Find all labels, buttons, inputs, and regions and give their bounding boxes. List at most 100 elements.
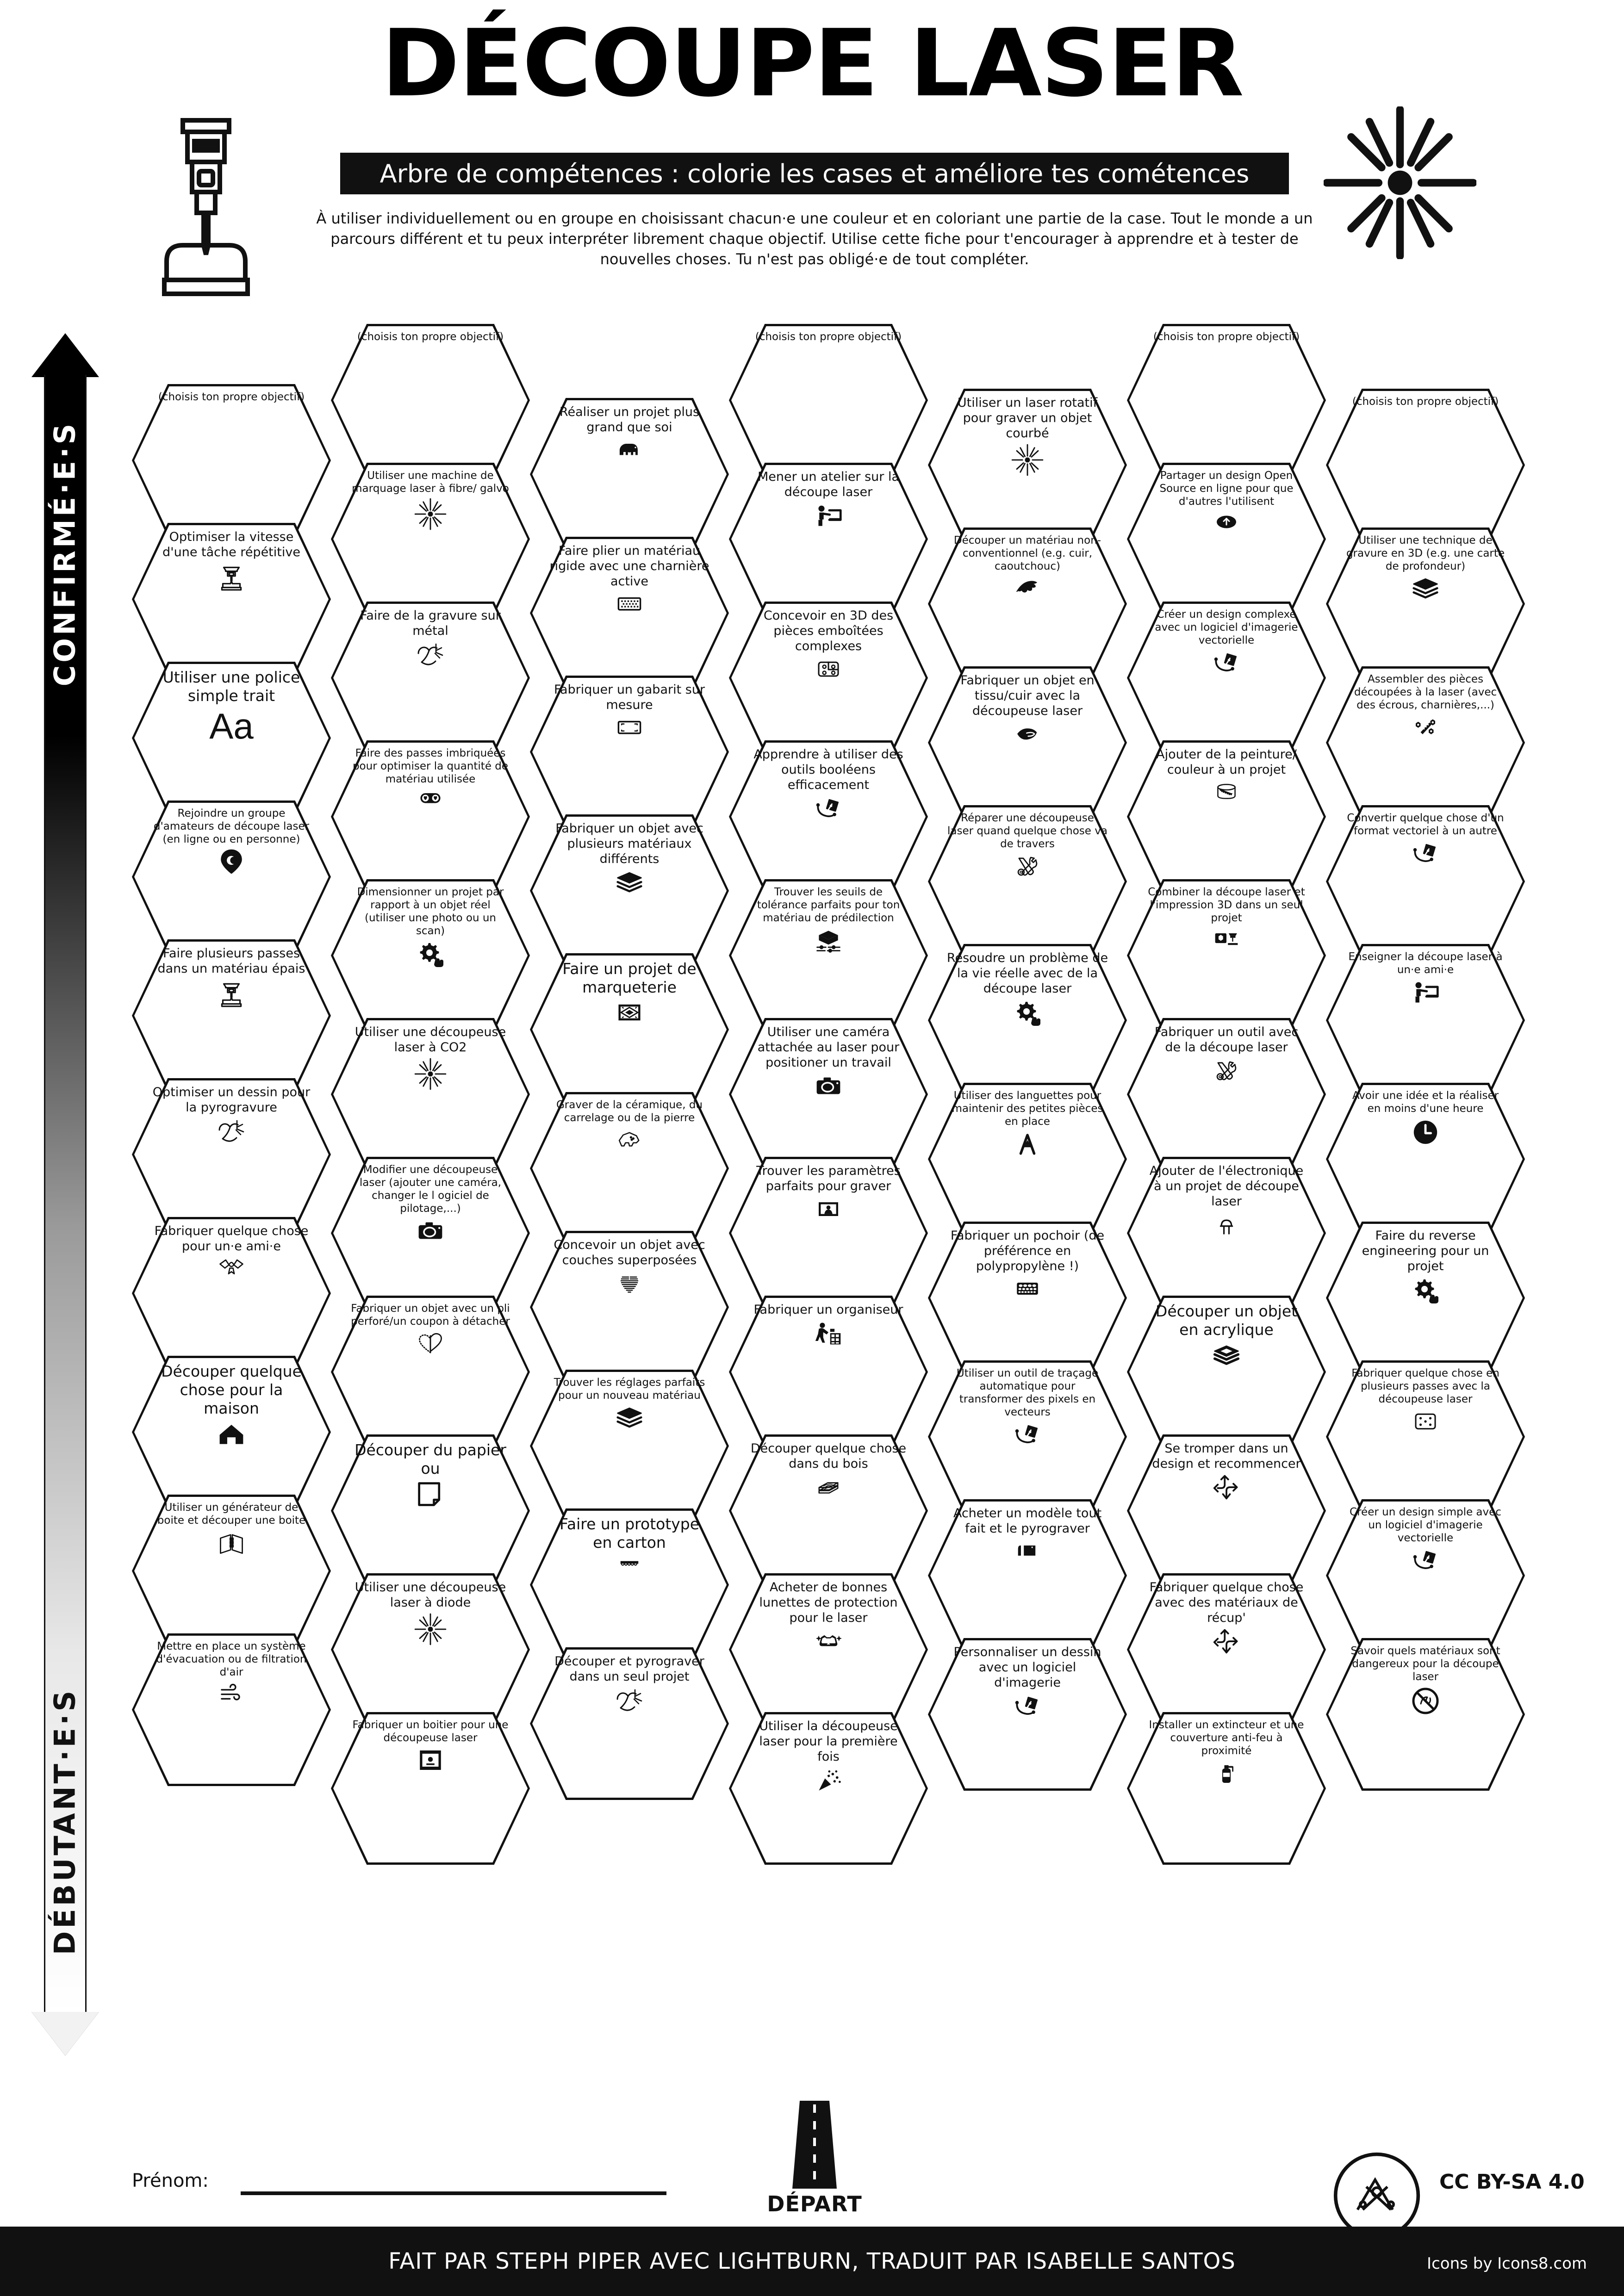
skill-hex[interactable]: Trouver les paramètres parfaits pour gra… bbox=[729, 1157, 928, 1309]
hex-fill bbox=[731, 1020, 926, 1168]
skill-hex[interactable]: Savoir quels matériaux sont dangereux po… bbox=[1326, 1638, 1525, 1791]
skill-hex[interactable]: Utiliser une découpeuse laser à CO2 bbox=[331, 1018, 530, 1171]
hex-fill bbox=[134, 1636, 329, 1784]
skill-label: Utiliser un laser rotatif pour graver un… bbox=[957, 396, 1098, 441]
skill-hex[interactable]: Résoudre un problème de la vie réelle av… bbox=[928, 944, 1127, 1097]
skill-hex[interactable]: Utiliser une caméra attachée au laser po… bbox=[729, 1018, 928, 1171]
skill-hex[interactable]: Trouver les seuils de tolérance parfaits… bbox=[729, 879, 928, 1032]
skill-hex[interactable]: Utiliser une découpeuse laser à diode bbox=[331, 1573, 530, 1726]
skill-hex[interactable]: Acheter de bonnes lunettes de protection… bbox=[729, 1573, 928, 1726]
gear-hand-icon bbox=[415, 940, 446, 970]
map-pin-moon-icon bbox=[218, 849, 244, 875]
hex-fill bbox=[532, 956, 727, 1104]
skill-hex[interactable]: Utiliser un générateur de boite et décou… bbox=[132, 1495, 331, 1647]
skill-hex[interactable]: Utiliser un outil de traçage automatique… bbox=[928, 1360, 1127, 1513]
skill-hex[interactable]: Fabriquer un objet en tissu/cuir avec la… bbox=[928, 666, 1127, 819]
skill-hex[interactable]: (choisis ton propre objectif) bbox=[1326, 389, 1525, 541]
intro-paragraph: À utiliser individuellement ou en groupe… bbox=[316, 210, 1313, 268]
skill-hex[interactable]: Créer un design simple avec un logiciel … bbox=[1326, 1499, 1525, 1652]
skill-hex[interactable]: Convertir quelque chose d'un format vect… bbox=[1326, 805, 1525, 958]
skill-hex[interactable]: Faire plusieurs passes dans un matériau … bbox=[132, 939, 331, 1092]
skill-hex[interactable]: Optimiser la vitesse d'une tâche répétit… bbox=[132, 523, 331, 676]
skill-hex[interactable]: Ajouter de la peinture/ couleur à un pro… bbox=[1127, 740, 1326, 893]
skill-hex[interactable]: Utiliser une police simple trait Aa bbox=[132, 662, 331, 814]
skill-hex[interactable]: Ajouter de l'électronique à un projet de… bbox=[1127, 1157, 1326, 1309]
hex-fill bbox=[532, 400, 727, 548]
skill-hex[interactable]: Réaliser un projet plus grand que soi bbox=[530, 398, 729, 551]
skill-label: Combiner la découpe laser et l'impressio… bbox=[1148, 886, 1305, 924]
skill-hex[interactable]: Optimiser un dessin pour la pyrogravure bbox=[132, 1078, 331, 1231]
skill-hex[interactable]: Réparer une découpeuse laser quand quelq… bbox=[928, 805, 1127, 958]
skill-hex[interactable]: Fabriquer un objet avec un pli perforé/u… bbox=[331, 1296, 530, 1448]
hex-fill bbox=[1328, 1502, 1523, 1650]
skill-hex[interactable]: Fabriquer quelque chose pour un·e ami·e bbox=[132, 1217, 331, 1370]
skill-hex[interactable]: Utiliser une machine de marquage laser à… bbox=[331, 463, 530, 615]
skill-hex[interactable]: Découper un objet en acrylique bbox=[1127, 1296, 1326, 1448]
skill-hex[interactable]: Modifier une découpeuse laser (ajouter u… bbox=[331, 1157, 530, 1309]
laser-burst-icon bbox=[1323, 105, 1477, 260]
skill-hex[interactable]: Utiliser une technique de gravure en 3D … bbox=[1326, 527, 1525, 680]
skill-hex[interactable]: Faire un projet de marqueterie bbox=[530, 953, 729, 1106]
skill-hex[interactable]: (choisis ton propre objectif) bbox=[132, 384, 331, 537]
skill-hex[interactable]: Assembler des pièces découpées à la lase… bbox=[1326, 666, 1525, 819]
skill-hex[interactable]: Installer un extincteur et une couvertur… bbox=[1127, 1712, 1326, 1865]
skill-hex[interactable]: Mener un atelier sur la découpe laser bbox=[729, 463, 928, 615]
skill-hex[interactable]: (choisis ton propre objectif) bbox=[331, 324, 530, 477]
skill-hex[interactable]: Concevoir en 3D des pièces emboîtées com… bbox=[729, 602, 928, 754]
skill-hex[interactable]: Utiliser un laser rotatif pour graver un… bbox=[928, 389, 1127, 541]
confetti-icon bbox=[813, 1767, 844, 1795]
skill-hex[interactable]: Découper un matériau non-conventionnel (… bbox=[928, 527, 1127, 680]
skill-hex[interactable]: Faire de la gravure sur métal bbox=[331, 602, 530, 754]
skill-hex[interactable]: Combiner la découpe laser et l'impressio… bbox=[1127, 879, 1326, 1032]
skill-hex[interactable]: (choisis ton propre objectif) bbox=[1127, 324, 1326, 477]
skill-hex[interactable]: Partager un design Open Source en ligne … bbox=[1127, 463, 1326, 615]
skill-hex[interactable]: Utiliser la découpeuse laser pour la pre… bbox=[729, 1712, 928, 1865]
skill-label: Concevoir un objet avec couches superpos… bbox=[554, 1238, 705, 1267]
skill-hex[interactable]: Avoir une idée et la réaliser en moins d… bbox=[1326, 1083, 1525, 1235]
skill-hex[interactable]: Fabriquer un outil avec de la découpe la… bbox=[1127, 1018, 1326, 1171]
skill-hex[interactable]: Fabriquer un organiseur bbox=[729, 1296, 928, 1448]
skill-hex[interactable]: Acheter un modèle tout fait et le pyrogr… bbox=[928, 1499, 1127, 1652]
template-icon bbox=[1013, 1539, 1042, 1562]
skill-hex[interactable]: Personnaliser un dessin avec un logiciel… bbox=[928, 1638, 1127, 1791]
laser-cutter-head-icon bbox=[216, 563, 247, 593]
skill-hex[interactable]: Découper du papier ou bbox=[331, 1434, 530, 1587]
skill-hex[interactable]: Rejoindre un groupe d'amateurs de découp… bbox=[132, 800, 331, 953]
skill-label: Avoir une idée et la réaliser en moins d… bbox=[1352, 1090, 1499, 1115]
skill-hex[interactable]: Mettre en place un système d'évacuation … bbox=[132, 1633, 331, 1786]
organizer-icon bbox=[812, 1320, 845, 1348]
skill-hex[interactable]: Faire plier un matériau rigide avec une … bbox=[530, 537, 729, 689]
skill-label: Utiliser des languettes pour maintenir d… bbox=[952, 1090, 1103, 1128]
skill-hex[interactable]: Fabriquer un gabarit sur mesure bbox=[530, 676, 729, 828]
skill-hex[interactable]: Découper et pyrograver dans un seul proj… bbox=[530, 1647, 729, 1800]
skill-hex[interactable]: Se tromper dans un design et recommencer bbox=[1127, 1434, 1326, 1587]
stencil-icon bbox=[1010, 1277, 1045, 1301]
skill-hex[interactable]: Graver de la céramique, du carrelage ou … bbox=[530, 1092, 729, 1245]
skill-hex[interactable]: Fabriquer un pochoir (de préférence en p… bbox=[928, 1222, 1127, 1374]
skill-label: Fabriquer un objet avec plusieurs matéri… bbox=[555, 821, 703, 866]
hex-content: Faire un projet de marqueterie bbox=[548, 960, 710, 1101]
hex-content: Faire plusieurs passes dans un matériau … bbox=[150, 946, 312, 1087]
skill-hex[interactable]: Enseigner la découpe laser à un·e ami·e bbox=[1326, 944, 1525, 1097]
skill-hex[interactable]: Apprendre à utiliser des outils booléens… bbox=[729, 740, 928, 893]
skill-hex[interactable]: Fabriquer un objet avec plusieurs matéri… bbox=[530, 814, 729, 967]
skill-hex[interactable]: Créer un design complexe avec un logicie… bbox=[1127, 602, 1326, 754]
skill-hex[interactable]: Découper quelque chose pour la maison bbox=[132, 1356, 331, 1508]
skill-label: (choisis ton propre objectif) bbox=[357, 331, 504, 343]
hex-content: Trouver les paramètres parfaits pour gra… bbox=[747, 1163, 909, 1305]
skill-hex[interactable]: Dimensionner un projet par rapport à un … bbox=[331, 879, 530, 1032]
skill-label: (choisis ton propre objectif) bbox=[755, 331, 902, 343]
skill-hex[interactable]: Fabriquer quelque chose en plusieurs pas… bbox=[1326, 1360, 1525, 1513]
prenom-input-line[interactable] bbox=[241, 2191, 666, 2195]
skill-hex[interactable]: Faire des passes imbriquées pour optimis… bbox=[331, 740, 530, 893]
skill-hex[interactable]: (choisis ton propre objectif) bbox=[729, 324, 928, 477]
depart-label: DÉPART bbox=[767, 2191, 862, 2216]
skill-hex[interactable]: Fabriquer quelque chose avec des matéria… bbox=[1127, 1573, 1326, 1726]
skill-hex[interactable]: Trouver les réglages parfaits pour un no… bbox=[530, 1370, 729, 1522]
skill-hex[interactable]: Concevoir un objet avec couches superpos… bbox=[530, 1231, 729, 1384]
skill-hex[interactable]: Faire du reverse engineering pour un pro… bbox=[1326, 1222, 1525, 1374]
skill-hex[interactable]: Utiliser des languettes pour maintenir d… bbox=[928, 1083, 1127, 1235]
skill-hex[interactable]: Fabriquer un boitier pour une découpeuse… bbox=[331, 1712, 530, 1865]
skill-hex[interactable]: Faire un prototype en carton bbox=[530, 1508, 729, 1661]
skill-hex[interactable]: Découper quelque chose dans du bois bbox=[729, 1434, 928, 1587]
